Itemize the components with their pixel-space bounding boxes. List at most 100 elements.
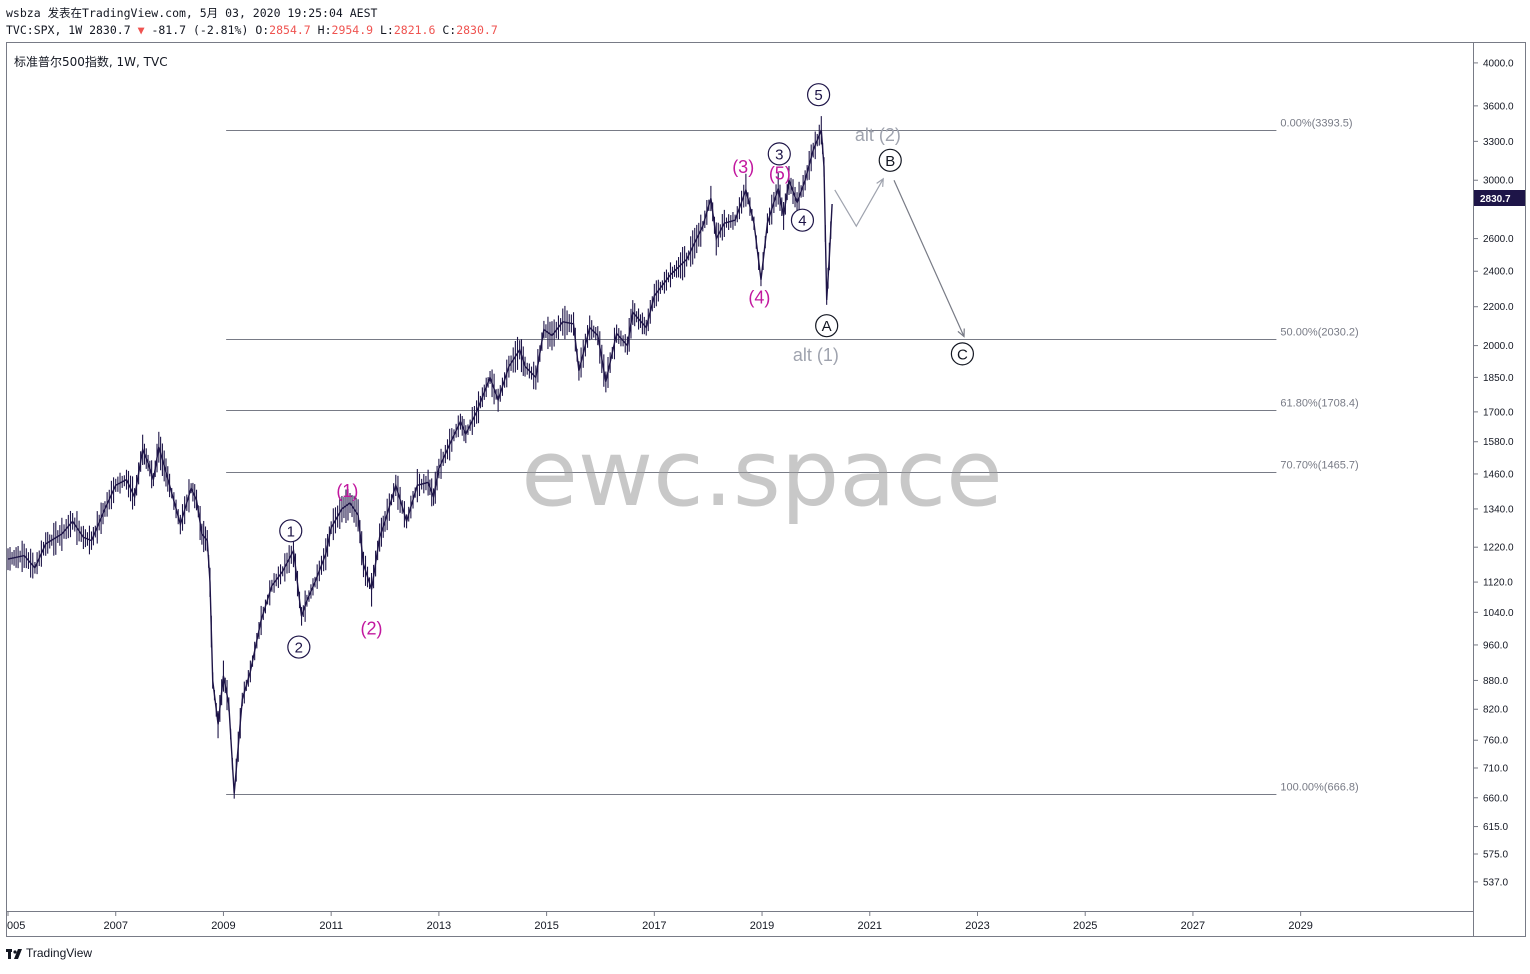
y-tick-label: 2000.0	[1483, 341, 1514, 352]
x-tick-label: 2021	[858, 920, 882, 932]
wave-label: (2)	[361, 618, 383, 638]
y-tick-label: 615.0	[1483, 822, 1508, 833]
low-value: 2821.6	[393, 23, 436, 37]
fib-label: 61.80%(1708.4)	[1280, 398, 1358, 410]
price-line	[7, 129, 833, 794]
y-tick-label: 1580.0	[1483, 437, 1514, 448]
wave-label: alt (1)	[793, 345, 839, 365]
open-label: O:	[255, 23, 270, 37]
x-tick-label: 2027	[1181, 920, 1205, 932]
wave-label-circle	[287, 635, 311, 659]
y-tick-label: 2400.0	[1483, 267, 1514, 278]
wave-label: (1)	[336, 481, 358, 501]
price-series	[7, 116, 833, 799]
x-axis-ticks: 005 2007 2009 2011 2013 2015 2017 2019 2021 2023 2…	[7, 911, 1313, 932]
y-axis-ticks: 537.0 575.0 615.0 660.0 710.0 760.0 820.0 880.0…	[1473, 58, 1514, 888]
projection-path[interactable]	[834, 178, 884, 228]
x-tick-label: 2013	[427, 920, 451, 932]
wave-label-circle	[878, 148, 902, 172]
y-tick-label: 820.0	[1483, 705, 1508, 716]
fib-label: 70.70%(1465.7)	[1280, 460, 1358, 472]
y-tick-label: 3300.0	[1483, 137, 1514, 148]
y-tick-label: 1120.0	[1483, 578, 1513, 589]
projection-path[interactable]	[893, 179, 965, 337]
y-tick-label: 537.0	[1483, 877, 1508, 888]
y-tick-label: 1700.0	[1483, 407, 1514, 418]
y-tick-label: 660.0	[1483, 793, 1508, 804]
open-value: 2854.7	[269, 23, 311, 37]
wave-label-circle	[815, 314, 839, 338]
wave-label-circle	[767, 142, 791, 166]
y-tick-label: 2600.0	[1483, 234, 1514, 245]
footer-brand-text: TradingView	[26, 946, 93, 960]
x-tick-label: 2029	[1288, 920, 1312, 932]
header-ohlc-line: TVC:SPX, 1W 2830.7 ▼ -81.7 (-2.81%) O:28…	[6, 23, 498, 37]
fib-label: 0.00%(3393.5)	[1280, 118, 1352, 130]
watermark: ewc.space	[521, 420, 1003, 527]
arrow-head	[876, 177, 884, 187]
x-tick-label: 2015	[534, 920, 558, 932]
y-tick-label: 710.0	[1483, 763, 1508, 774]
y-tick-label: 1040.0	[1483, 608, 1514, 619]
wave-label: (5)	[769, 163, 791, 183]
x-tick-label: 005	[7, 920, 25, 932]
symbol-info: TVC:SPX, 1W 2830.7	[6, 23, 131, 37]
x-tick-label: 2023	[965, 920, 989, 932]
x-tick-label: 2009	[211, 920, 235, 932]
wave-label: 5	[814, 87, 822, 104]
y-tick-label: 3000.0	[1483, 176, 1514, 187]
fibonacci-levels: 0.00%(3393.5) 50.00%(2030.2) 61.80%(1708.4…	[226, 118, 1359, 795]
x-tick-label: 2019	[750, 920, 774, 932]
x-tick-label: 2007	[103, 920, 127, 932]
y-tick-label: 3600.0	[1483, 101, 1514, 112]
y-tick-label: 1850.0	[1483, 373, 1514, 384]
y-tick-label: 1460.0	[1483, 469, 1514, 480]
x-tick-label: 2017	[642, 920, 666, 932]
wave-label: 3	[775, 146, 783, 163]
wave-label: (3)	[732, 157, 754, 177]
projection-arrows	[834, 177, 965, 338]
y-tick-label: 760.0	[1483, 736, 1508, 747]
wave-label: 4	[798, 213, 806, 230]
wave-label: 1	[287, 523, 295, 540]
y-tick-label: 4000.0	[1483, 58, 1514, 69]
price-change: -81.7 (-2.81%)	[151, 23, 249, 37]
wave-label: C	[957, 346, 968, 363]
y-tick-label: 575.0	[1483, 849, 1508, 860]
down-arrow-icon: ▼	[137, 23, 145, 37]
footer-brand[interactable]: TradingView	[6, 946, 92, 960]
wave-label: A	[822, 318, 832, 335]
x-tick-label: 2025	[1073, 920, 1097, 932]
close-label: C:	[442, 23, 457, 37]
author-name: wsbza	[6, 6, 41, 20]
high-label: H:	[317, 23, 332, 37]
y-tick-label: 1220.0	[1483, 543, 1514, 554]
wave-label: B	[885, 153, 895, 170]
fib-label: 50.00%(2030.2)	[1280, 327, 1358, 339]
wave-label-circle	[279, 519, 303, 543]
last-price-marker: 2830.7	[1474, 190, 1525, 206]
y-axis-frame[interactable]	[1473, 42, 1526, 937]
last-price-label: 2830.7	[1480, 194, 1511, 205]
low-label: L:	[380, 23, 394, 37]
y-tick-label: 960.0	[1483, 640, 1508, 651]
arrow-head	[957, 328, 965, 338]
x-tick-label: 2011	[319, 920, 343, 932]
y-tick-label: 1340.0	[1483, 504, 1514, 515]
wave-label: 2	[295, 640, 303, 657]
close-value: 2830.7	[456, 23, 498, 37]
publish-info: 发表在TradingView.com, 5月 03, 2020 19:25:04…	[47, 6, 378, 20]
high-value: 2954.9	[331, 23, 374, 37]
y-tick-label: 2200.0	[1483, 302, 1514, 313]
y-tick-label: 880.0	[1483, 676, 1508, 687]
fib-label: 100.00%(666.8)	[1280, 782, 1358, 794]
wave-label-circle	[790, 208, 815, 232]
wave-label: alt (2)	[855, 125, 901, 145]
wave-label-circle	[806, 83, 831, 107]
wave-label-circle	[950, 342, 975, 366]
wave-label: (4)	[748, 288, 770, 308]
tradingview-logo-icon	[6, 948, 22, 959]
chart-subtitle: 标准普尔500指数, 1W, TVC	[14, 55, 168, 69]
